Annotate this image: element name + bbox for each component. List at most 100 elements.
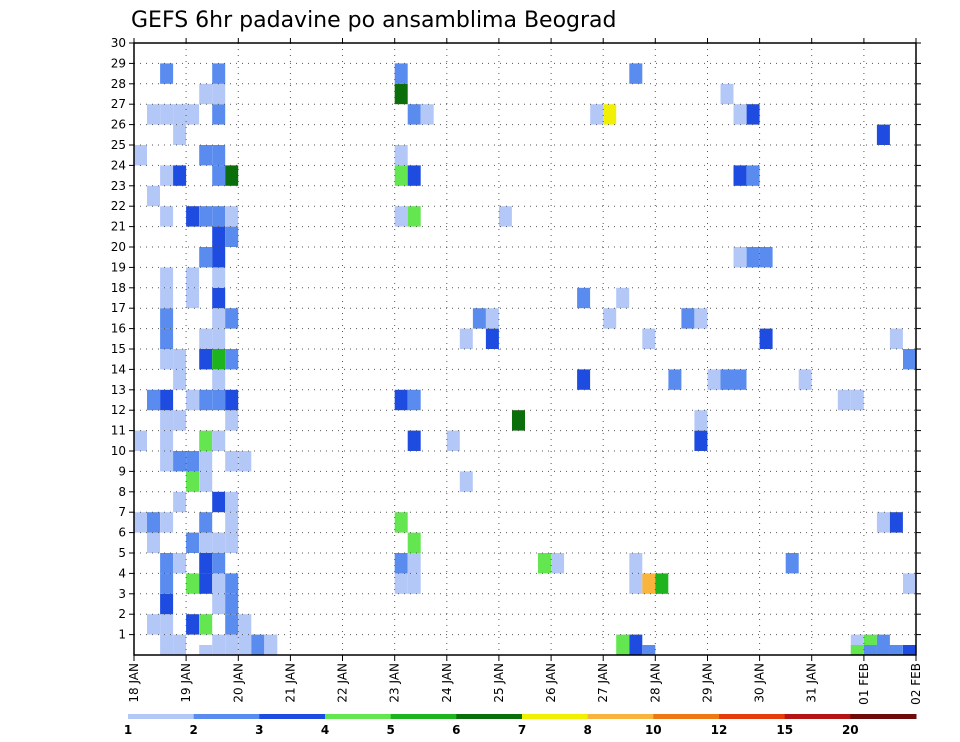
precip-cell <box>147 614 160 635</box>
precip-cell <box>160 308 174 329</box>
precip-cell <box>498 206 512 227</box>
precip-cell <box>407 430 421 451</box>
precip-cell <box>160 267 174 288</box>
x-tick-label: 21 JAN <box>283 663 297 703</box>
precip-cell <box>850 645 864 655</box>
precip-cell <box>186 206 200 227</box>
precip-cell <box>173 553 187 574</box>
precip-cell <box>225 634 239 655</box>
y-tick-label: 6 <box>118 526 126 540</box>
precip-cell <box>225 349 239 370</box>
y-tick-label: 13 <box>111 383 126 397</box>
precip-cell <box>642 328 656 349</box>
x-tick-label: 29 JAN <box>701 663 715 703</box>
chart-title: GEFS 6hr padavine po ansamblima Beograd <box>131 8 617 33</box>
x-tick-label: 31 JAN <box>805 663 819 703</box>
precip-cell <box>225 573 239 594</box>
colorbar-swatch <box>325 714 392 719</box>
precip-cell <box>746 165 760 186</box>
precip-cell <box>199 206 213 227</box>
precip-cell <box>225 226 239 247</box>
precip-cell <box>668 369 682 390</box>
precip-cell <box>629 63 643 84</box>
precip-cell <box>160 451 174 472</box>
precip-cell <box>212 369 226 390</box>
colorbar-label: 10 <box>645 723 662 737</box>
precip-cell <box>134 145 147 166</box>
precip-cell <box>134 512 147 533</box>
precip-cell <box>733 165 747 186</box>
precip-cell <box>199 430 213 451</box>
precip-cell <box>186 573 200 594</box>
colorbar-label: 4 <box>321 723 329 737</box>
precip-cell <box>212 145 226 166</box>
precip-cell <box>225 165 239 186</box>
precip-cell <box>212 226 226 247</box>
precip-cell <box>199 247 213 268</box>
precip-cell <box>199 614 213 635</box>
precip-cell <box>199 328 213 349</box>
precip-cell <box>394 389 408 411</box>
precip-cell <box>577 287 591 309</box>
precip-cell <box>186 104 200 125</box>
precip-cell <box>212 573 226 594</box>
precip-cell <box>225 206 239 227</box>
precip-cell <box>199 349 213 370</box>
precip-cell <box>590 104 604 125</box>
x-tick-label: 28 JAN <box>648 663 662 703</box>
precip-cell <box>212 328 226 349</box>
precip-cell <box>199 532 213 553</box>
y-tick-label: 10 <box>111 444 126 458</box>
precip-cell <box>199 645 213 655</box>
precip-cell <box>212 634 226 655</box>
colorbar-label: 8 <box>584 723 592 737</box>
x-tick-label: 19 JAN <box>179 663 193 703</box>
precip-cell <box>160 553 174 574</box>
precip-cell <box>876 124 890 145</box>
colorbar-legend: 1 2 3 4 5 6 7 8 10 12 15 20 <box>124 714 917 737</box>
precip-cell <box>394 83 408 105</box>
y-tick-label: 9 <box>118 464 126 478</box>
precip-cell <box>212 532 226 553</box>
x-tick-label: 01 FEB <box>857 663 871 705</box>
precip-cell <box>603 104 617 125</box>
y-tick-label: 5 <box>118 546 126 560</box>
precip-cell <box>225 410 239 431</box>
precip-cell <box>173 124 187 145</box>
precip-cell <box>173 634 187 655</box>
y-tick-label: 27 <box>111 97 126 111</box>
precip-cell <box>798 369 812 390</box>
colorbar-label: 6 <box>452 723 460 737</box>
precip-cell <box>394 553 408 574</box>
precip-cell <box>459 471 473 492</box>
precip-cell <box>199 553 213 574</box>
precip-cell <box>238 634 252 655</box>
precip-cell <box>225 532 239 553</box>
precip-cell <box>212 63 226 84</box>
precip-cell <box>212 104 226 125</box>
precip-cell <box>720 83 734 105</box>
precip-cell <box>446 430 460 451</box>
precip-cell <box>160 63 174 84</box>
precip-cell <box>733 247 747 268</box>
colorbar-label: 7 <box>518 723 526 737</box>
y-tick-label: 21 <box>111 220 126 234</box>
precip-cell <box>186 532 200 553</box>
precip-cell <box>173 410 187 431</box>
y-tick-label: 4 <box>118 566 126 580</box>
precip-cell <box>173 165 187 186</box>
precip-cell <box>147 512 160 533</box>
precip-cell <box>160 593 174 615</box>
x-tick-label: 23 JAN <box>388 663 402 703</box>
precip-cell <box>876 512 890 533</box>
precip-cell <box>186 287 200 309</box>
precip-cell <box>394 145 408 166</box>
precip-cell <box>707 369 721 390</box>
precip-cell <box>759 328 773 349</box>
precip-cell <box>394 206 408 227</box>
colorbar-swatch <box>850 714 917 719</box>
y-tick-label: 22 <box>111 199 126 213</box>
precip-cell <box>225 512 239 533</box>
colorbar-swatch <box>719 714 786 719</box>
precip-cell <box>485 328 499 349</box>
